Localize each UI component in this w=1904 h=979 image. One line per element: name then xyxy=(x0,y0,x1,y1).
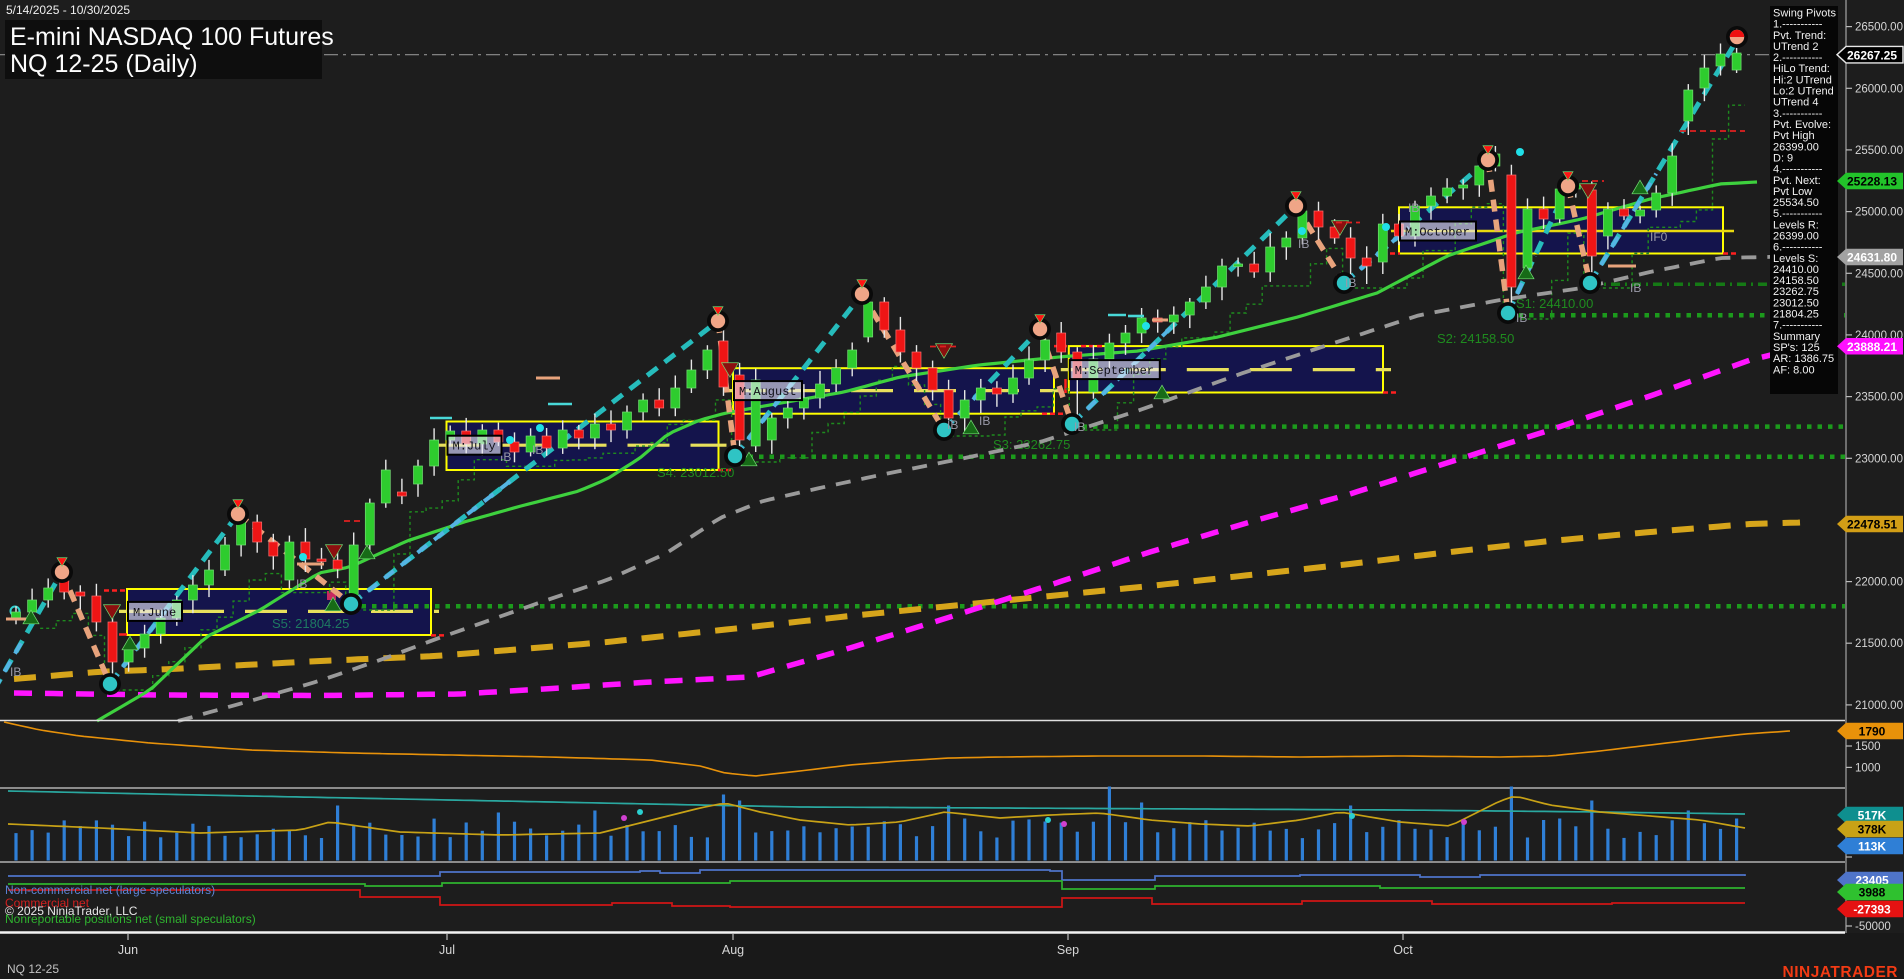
svg-text:Levels R:: Levels R: xyxy=(1773,219,1819,231)
svg-text:2.-----------: 2.----------- xyxy=(1773,52,1823,64)
svg-text:IB: IB xyxy=(1516,311,1527,325)
svg-text:517K: 517K xyxy=(1858,809,1887,823)
svg-text:AR: 1386.75: AR: 1386.75 xyxy=(1773,353,1834,365)
svg-text:IB: IB xyxy=(500,450,511,464)
svg-text:M:June: M:June xyxy=(133,606,176,620)
svg-text:AF: 8.00: AF: 8.00 xyxy=(1773,364,1815,376)
svg-text:IB: IB xyxy=(1298,237,1309,251)
svg-text:Pvt. Trend:: Pvt. Trend: xyxy=(1773,30,1826,42)
svg-text:-50000: -50000 xyxy=(1855,921,1891,933)
svg-text:21804.25: 21804.25 xyxy=(1773,309,1819,321)
svg-text:26399.00: 26399.00 xyxy=(1773,141,1819,153)
svg-text:Commercial net: Commercial net xyxy=(5,896,90,910)
svg-text:Sep: Sep xyxy=(1057,943,1079,957)
svg-text:D: 9: D: 9 xyxy=(1773,153,1793,165)
svg-text:Oct: Oct xyxy=(1393,943,1413,957)
svg-text:IB: IB xyxy=(532,443,543,457)
svg-text:Pvt. Next:: Pvt. Next: xyxy=(1773,175,1821,187)
svg-text:Nonreportable positions net (s: Nonreportable positions net (small specu… xyxy=(5,912,256,926)
svg-text:M:September: M:September xyxy=(1075,364,1154,378)
svg-text:1000: 1000 xyxy=(1855,762,1881,774)
svg-text:Hi:2 UTrend: Hi:2 UTrend xyxy=(1773,74,1832,86)
svg-text:26399.00: 26399.00 xyxy=(1773,231,1819,243)
svg-text:IB: IB xyxy=(979,414,990,428)
svg-text:IB: IB xyxy=(1408,201,1419,215)
svg-text:378K: 378K xyxy=(1858,823,1887,837)
svg-text:Jun: Jun xyxy=(118,943,138,957)
svg-text:25000.00: 25000.00 xyxy=(1855,207,1903,219)
svg-text:S4: 23012.50: S4: 23012.50 xyxy=(657,465,734,480)
svg-text:-27393: -27393 xyxy=(1853,903,1891,917)
svg-text:25500.00: 25500.00 xyxy=(1855,145,1903,157)
svg-text:NINJATRADER: NINJATRADER xyxy=(1783,964,1898,979)
svg-text:24631.80: 24631.80 xyxy=(1847,251,1897,265)
svg-text:Aug: Aug xyxy=(722,943,744,957)
svg-text:21500.00: 21500.00 xyxy=(1855,638,1903,650)
svg-text:1790: 1790 xyxy=(1859,725,1886,739)
svg-text:Jul: Jul xyxy=(439,943,455,957)
svg-text:Pvt Low: Pvt Low xyxy=(1773,186,1812,198)
svg-text:Swing Pivots: Swing Pivots xyxy=(1773,8,1836,20)
svg-text:24500.00: 24500.00 xyxy=(1855,268,1903,280)
svg-text:S1: 24410.00: S1: 24410.00 xyxy=(1516,296,1593,311)
svg-text:25228.13: 25228.13 xyxy=(1847,175,1897,189)
svg-text:NQ 12-25: NQ 12-25 xyxy=(7,962,59,976)
svg-text:UTrend 2: UTrend 2 xyxy=(1773,41,1818,53)
svg-text:M:July: M:July xyxy=(453,440,496,454)
svg-text:22000.00: 22000.00 xyxy=(1855,577,1903,589)
svg-text:113K: 113K xyxy=(1858,840,1886,854)
svg-text:3.-----------: 3.----------- xyxy=(1773,108,1823,120)
svg-text:4.-----------: 4.----------- xyxy=(1773,164,1823,176)
svg-text:23012.50: 23012.50 xyxy=(1773,297,1819,309)
svg-text:7.-----------: 7.----------- xyxy=(1773,320,1823,332)
svg-text:IB: IB xyxy=(1630,281,1641,295)
svg-text:24410.00: 24410.00 xyxy=(1773,264,1819,276)
svg-text:5/14/2025 - 10/30/2025: 5/14/2025 - 10/30/2025 xyxy=(6,3,130,17)
svg-text:Non-commercial net (large spec: Non-commercial net (large speculators) xyxy=(5,883,215,897)
svg-text:HiLo Trend:: HiLo Trend: xyxy=(1773,63,1830,75)
svg-text:S2: 24158.50: S2: 24158.50 xyxy=(1437,331,1514,346)
svg-text:M:October: M:October xyxy=(1405,226,1470,240)
svg-text:3988: 3988 xyxy=(1859,886,1886,900)
svg-text:23500.00: 23500.00 xyxy=(1855,392,1903,404)
svg-text:IB: IB xyxy=(1074,420,1085,434)
svg-text:23888.21: 23888.21 xyxy=(1847,340,1897,354)
svg-text:1.-----------: 1.----------- xyxy=(1773,19,1823,31)
svg-text:Summary: Summary xyxy=(1773,331,1821,343)
svg-text:1500: 1500 xyxy=(1855,741,1881,753)
svg-text:Levels S:: Levels S: xyxy=(1773,253,1818,265)
svg-text:26000.00: 26000.00 xyxy=(1855,83,1903,95)
svg-text:IB: IB xyxy=(296,577,307,591)
svg-text:UTrend 4: UTrend 4 xyxy=(1773,97,1818,109)
svg-text:5.-----------: 5.----------- xyxy=(1773,208,1823,220)
svg-text:25534.50: 25534.50 xyxy=(1773,197,1819,209)
svg-text:SP's: 125: SP's: 125 xyxy=(1773,342,1820,354)
svg-text:23000.00: 23000.00 xyxy=(1855,453,1903,465)
svg-text:M:August: M:August xyxy=(739,385,797,399)
svg-text:IF0: IF0 xyxy=(1650,230,1668,244)
svg-text:E-mini NASDAQ 100 Futures: E-mini NASDAQ 100 Futures xyxy=(10,23,334,51)
svg-text:6.-----------: 6.----------- xyxy=(1773,242,1823,254)
svg-text:23262.75: 23262.75 xyxy=(1773,286,1819,298)
svg-text:NQ 12-25 (Daily): NQ 12-25 (Daily) xyxy=(10,50,198,78)
svg-text:Pvt High: Pvt High xyxy=(1773,130,1815,142)
svg-text:22478.51: 22478.51 xyxy=(1847,518,1897,532)
svg-text:S5: 21804.25: S5: 21804.25 xyxy=(272,616,349,631)
svg-text:Lo:2 UTrend: Lo:2 UTrend xyxy=(1773,86,1834,98)
svg-text:26500.00: 26500.00 xyxy=(1855,22,1903,34)
svg-text:S3: 23262.75: S3: 23262.75 xyxy=(993,437,1070,452)
svg-text:21000.00: 21000.00 xyxy=(1855,700,1903,712)
svg-text:IB: IB xyxy=(10,665,21,679)
svg-text:IB: IB xyxy=(947,418,958,432)
svg-text:24158.50: 24158.50 xyxy=(1773,275,1819,287)
svg-text:26267.25: 26267.25 xyxy=(1847,48,1897,62)
svg-text:© 2025 NinjaTrader, LLC: © 2025 NinjaTrader, LLC xyxy=(5,904,138,918)
svg-text:IB: IB xyxy=(1345,276,1356,290)
svg-text:Pvt. Evolve:: Pvt. Evolve: xyxy=(1773,119,1831,131)
